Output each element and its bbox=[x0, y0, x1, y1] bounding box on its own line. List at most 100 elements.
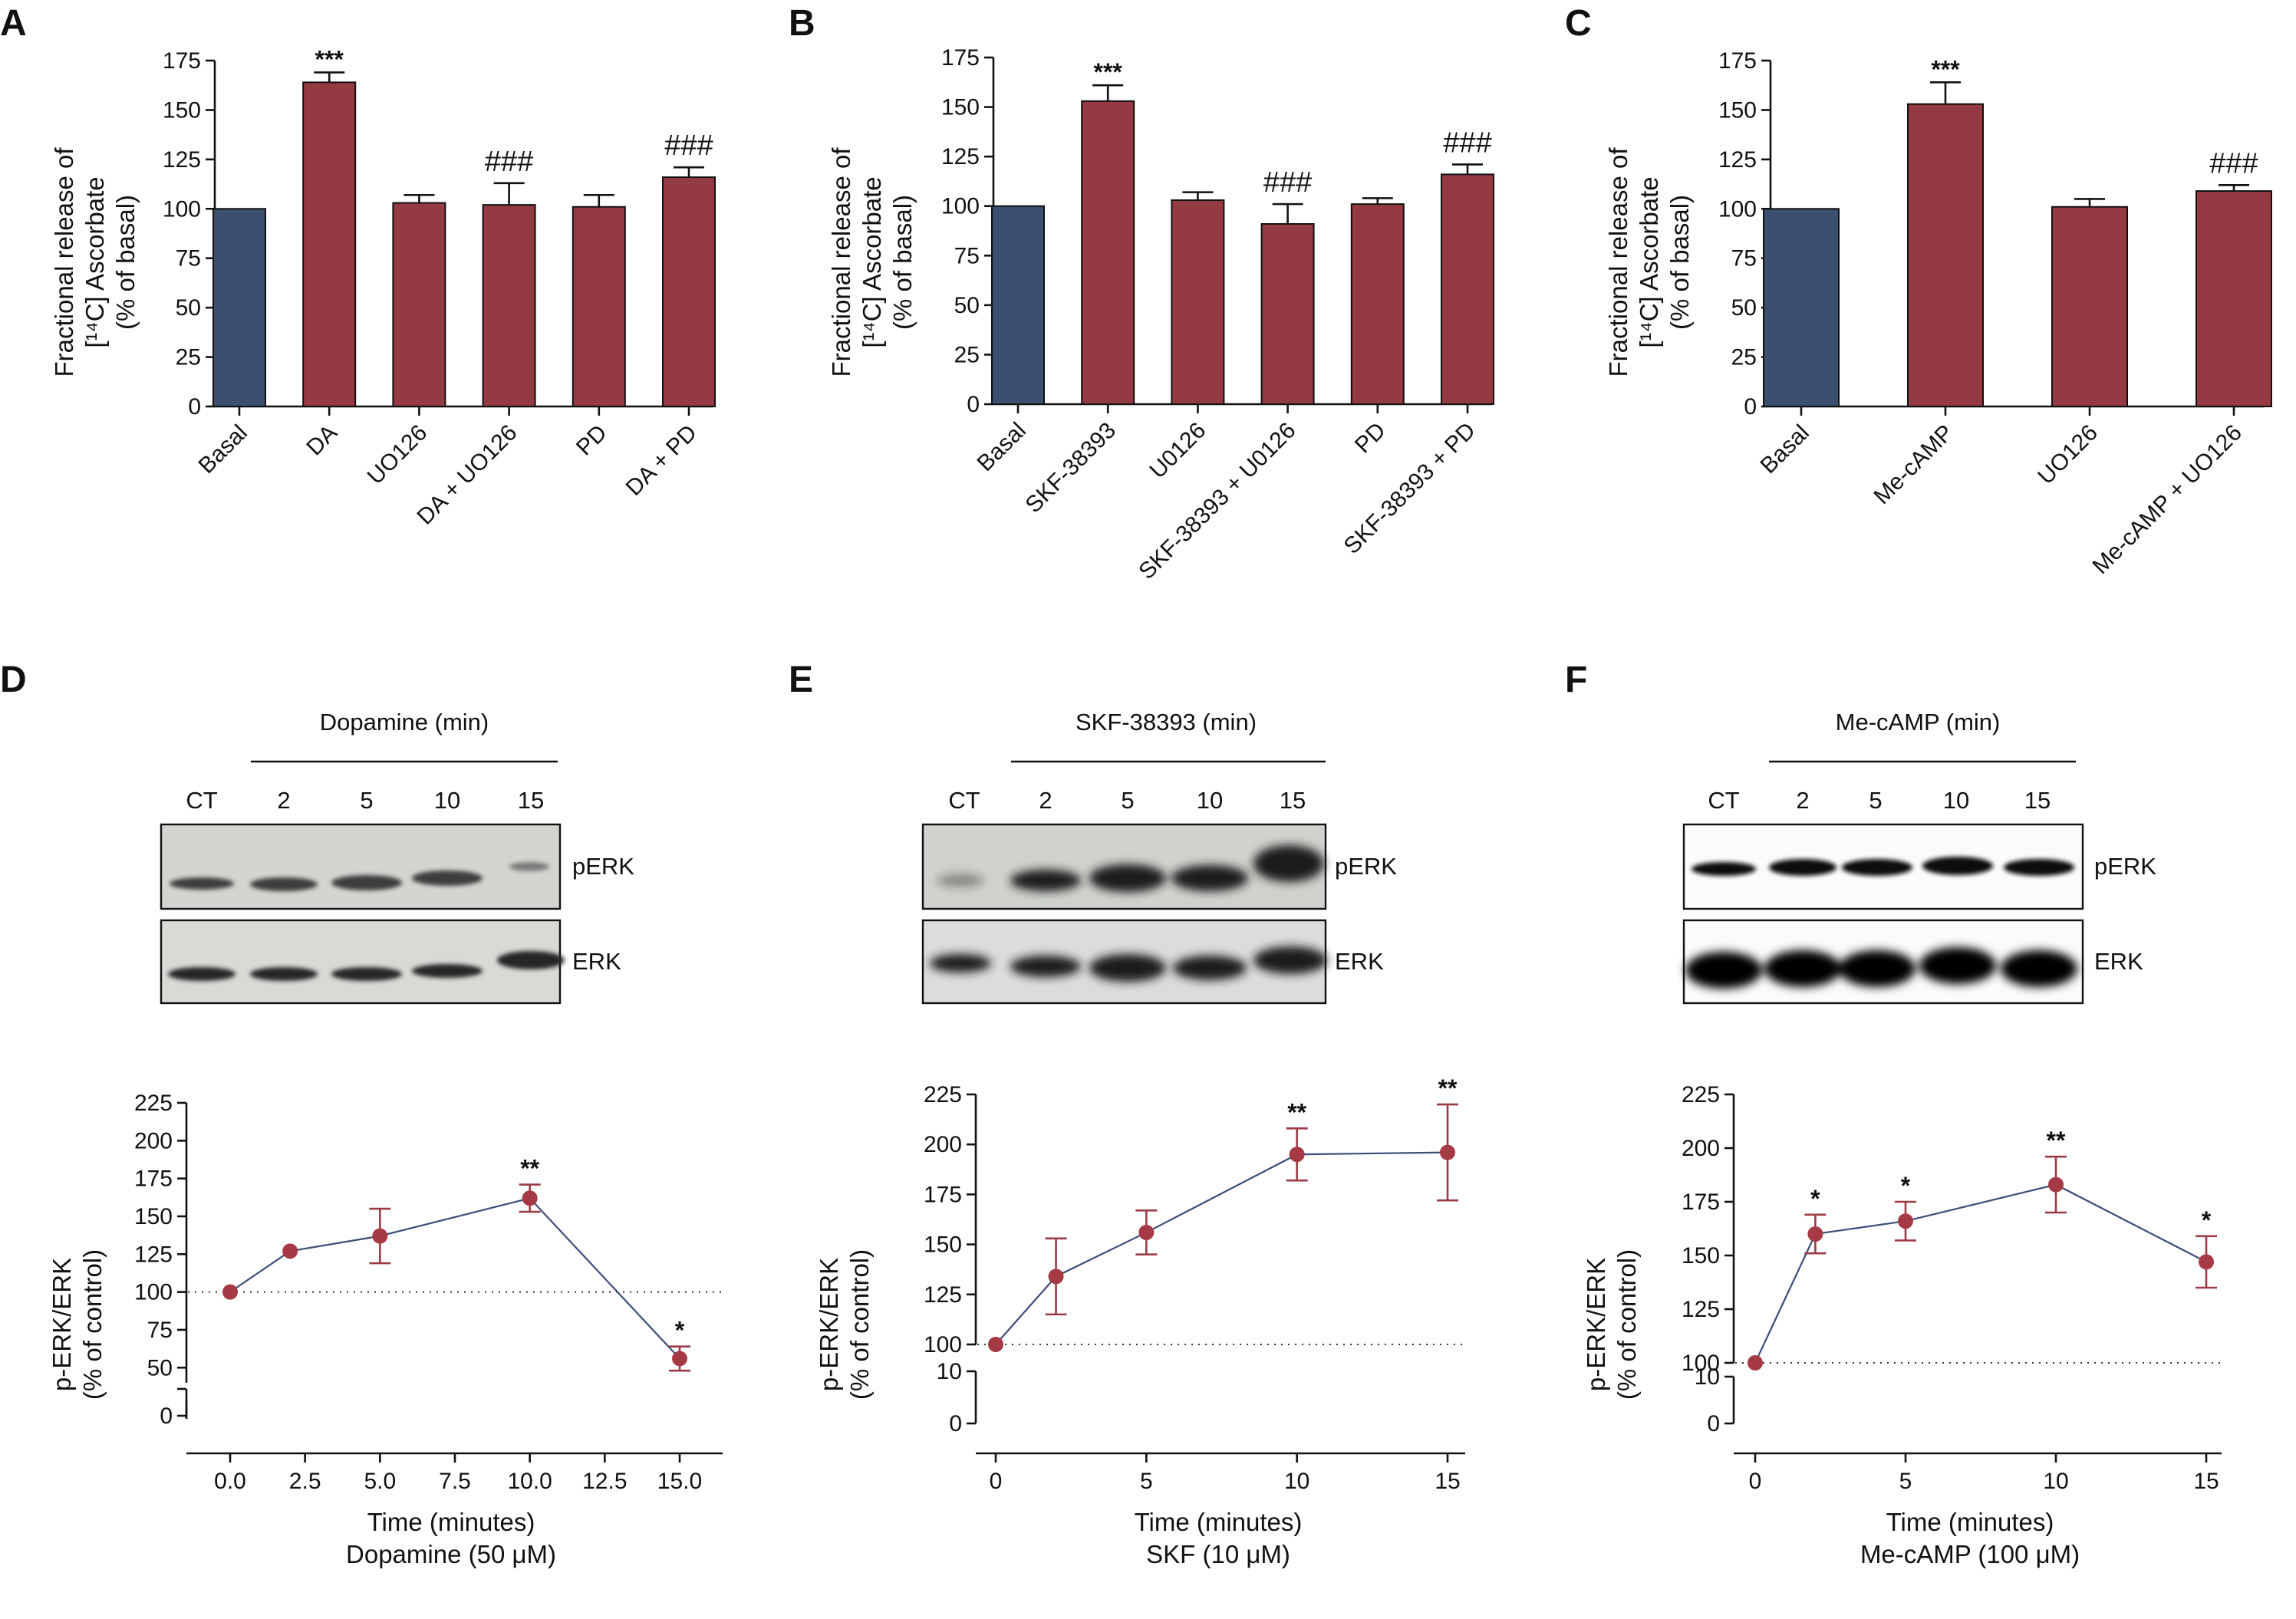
band bbox=[168, 967, 236, 981]
x-tick-label: 15 bbox=[1435, 1469, 1460, 1494]
y-tick-label: 75 bbox=[1731, 246, 1757, 271]
data-point bbox=[988, 1337, 1003, 1352]
band bbox=[331, 875, 402, 890]
y-tick-label: 0 bbox=[1707, 1411, 1720, 1436]
y-tick-label: 50 bbox=[1731, 295, 1757, 321]
lane-label-2: 2 bbox=[1796, 787, 1809, 814]
x-tick-label: 2.5 bbox=[289, 1469, 321, 1494]
significance-label: ** bbox=[2047, 1127, 2066, 1154]
y-label-line-3: (% of basal) bbox=[888, 195, 917, 330]
panel-letter-f: F bbox=[1565, 660, 1587, 700]
panel-letter-d: D bbox=[0, 660, 27, 700]
y-label-line-2: (% of control) bbox=[845, 1249, 874, 1400]
y-tick-label: 150 bbox=[941, 95, 980, 120]
y-tick-label: 100 bbox=[941, 194, 980, 219]
y-tick-label: 175 bbox=[941, 45, 980, 71]
y-tick-label: 175 bbox=[1682, 1190, 1720, 1215]
series-line bbox=[995, 1151, 1448, 1345]
band bbox=[412, 870, 483, 886]
lane-label-ct: CT bbox=[186, 787, 217, 814]
y-tick-label: 150 bbox=[1682, 1243, 1720, 1269]
category-label: PD bbox=[1350, 418, 1391, 459]
band-label-perk: pERK bbox=[1335, 853, 1397, 880]
y-tick-label: 100 bbox=[134, 1280, 173, 1305]
y-tick-label: 10 bbox=[937, 1359, 962, 1384]
lane-label-2: 2 bbox=[1039, 787, 1052, 814]
band bbox=[497, 951, 565, 969]
y-label-line-2: (% of control) bbox=[78, 1249, 107, 1400]
category-label: DA + PD bbox=[621, 420, 702, 501]
blot-image-perk bbox=[160, 823, 562, 910]
lane-label-5: 5 bbox=[360, 787, 373, 814]
significance-label: ### bbox=[2209, 147, 2258, 179]
x-tick-label: 5.0 bbox=[364, 1469, 396, 1494]
perk-bands bbox=[937, 845, 1324, 892]
bar-chart-c: Fractional release of [¹⁴C] Ascorbate (%… bbox=[1604, 48, 2272, 579]
bar bbox=[212, 208, 266, 407]
data-point bbox=[282, 1243, 298, 1259]
blot-title: Dopamine (min) bbox=[320, 709, 489, 735]
band bbox=[250, 967, 318, 981]
band bbox=[1089, 954, 1166, 982]
lane-label-ct: CT bbox=[948, 787, 980, 814]
significance-label: ** bbox=[1438, 1074, 1458, 1102]
category-label: SKF-38393 + U0126 bbox=[1134, 418, 1300, 584]
line-chart-d: p-ERK/ERK (% of control) Time (minutes) … bbox=[48, 1091, 723, 1568]
category-label: Me-cAMP bbox=[1869, 420, 1958, 509]
plot-area: 0 25 50 75 100 125 150 175 Basal *** SKF-38393 U012… bbox=[941, 45, 1494, 584]
y-tick-label: 200 bbox=[924, 1132, 962, 1157]
y-tick-label: 175 bbox=[1718, 48, 1757, 74]
y-tick-label: 75 bbox=[954, 243, 980, 268]
y-axis-label: p-ERK/ERK (% of control) bbox=[815, 1249, 874, 1400]
western-blot-d: Dopamine (min) CT 2 5 10 15 pERK ERK bbox=[160, 709, 634, 1005]
band bbox=[1010, 956, 1081, 977]
y-tick-label: 100 bbox=[1718, 196, 1757, 222]
y-tick-label: 100 bbox=[1682, 1351, 1720, 1376]
band bbox=[2001, 950, 2077, 987]
y-tick-label: 25 bbox=[176, 345, 201, 370]
bar bbox=[1081, 100, 1135, 406]
lane-label-10: 10 bbox=[1943, 787, 1969, 814]
y-label-line-1: p-ERK/ERK bbox=[815, 1258, 843, 1391]
y-tick-label: 150 bbox=[1718, 97, 1757, 123]
lane-label-5: 5 bbox=[1121, 787, 1134, 814]
bar bbox=[1763, 208, 1840, 407]
y-tick-label: 150 bbox=[163, 97, 201, 123]
y-tick-label: 0 bbox=[949, 1411, 962, 1436]
band-label-erk: ERK bbox=[2094, 948, 2143, 975]
category-label: UO126 bbox=[363, 420, 433, 490]
plot-area: 0 25 50 75 100 125 150 175 Basal *** DA UO126 ### DA … bbox=[163, 45, 716, 530]
x-tick-label: 0.0 bbox=[214, 1469, 246, 1494]
band bbox=[1842, 859, 1912, 876]
lane-label-10: 10 bbox=[434, 787, 460, 814]
y-tick-label: 0 bbox=[1744, 394, 1757, 420]
y-axis-label: Fractional release of [¹⁴C] Ascorbate (%… bbox=[50, 147, 140, 377]
x-tick-label: 5 bbox=[1140, 1469, 1153, 1494]
y-tick-label: 125 bbox=[134, 1242, 173, 1267]
y-tick-label: 100 bbox=[163, 196, 201, 222]
y-label-line-1: p-ERK/ERK bbox=[1582, 1258, 1610, 1391]
significance-label: *** bbox=[1931, 55, 1960, 83]
data-point bbox=[522, 1190, 538, 1206]
significance-label: ### bbox=[1443, 127, 1491, 159]
band-label-perk: pERK bbox=[572, 853, 634, 880]
y-label-line-2: [¹⁴C] Ascorbate bbox=[81, 176, 109, 347]
category-label: SKF-38393 bbox=[1021, 418, 1122, 518]
band bbox=[1922, 857, 1993, 875]
bar bbox=[2196, 190, 2272, 407]
y-tick-label: 225 bbox=[1682, 1082, 1720, 1107]
x-tick-label: 10 bbox=[1284, 1469, 1309, 1494]
category-label: Basal bbox=[973, 418, 1031, 476]
plot-area: 50 75 100 125 150 175 200 225 0 0.0 2.5 5.0 7.5 10.0 1… bbox=[134, 1091, 723, 1494]
y-tick-label: 150 bbox=[924, 1232, 962, 1258]
y-tick-label: 10 bbox=[1695, 1364, 1720, 1390]
significance-label: ### bbox=[1263, 166, 1312, 199]
band bbox=[1692, 862, 1756, 876]
band bbox=[412, 964, 483, 978]
band bbox=[1253, 845, 1324, 882]
y-tick-label: 0 bbox=[188, 394, 201, 420]
y-label-line-2: [¹⁴C] Ascorbate bbox=[858, 176, 886, 347]
